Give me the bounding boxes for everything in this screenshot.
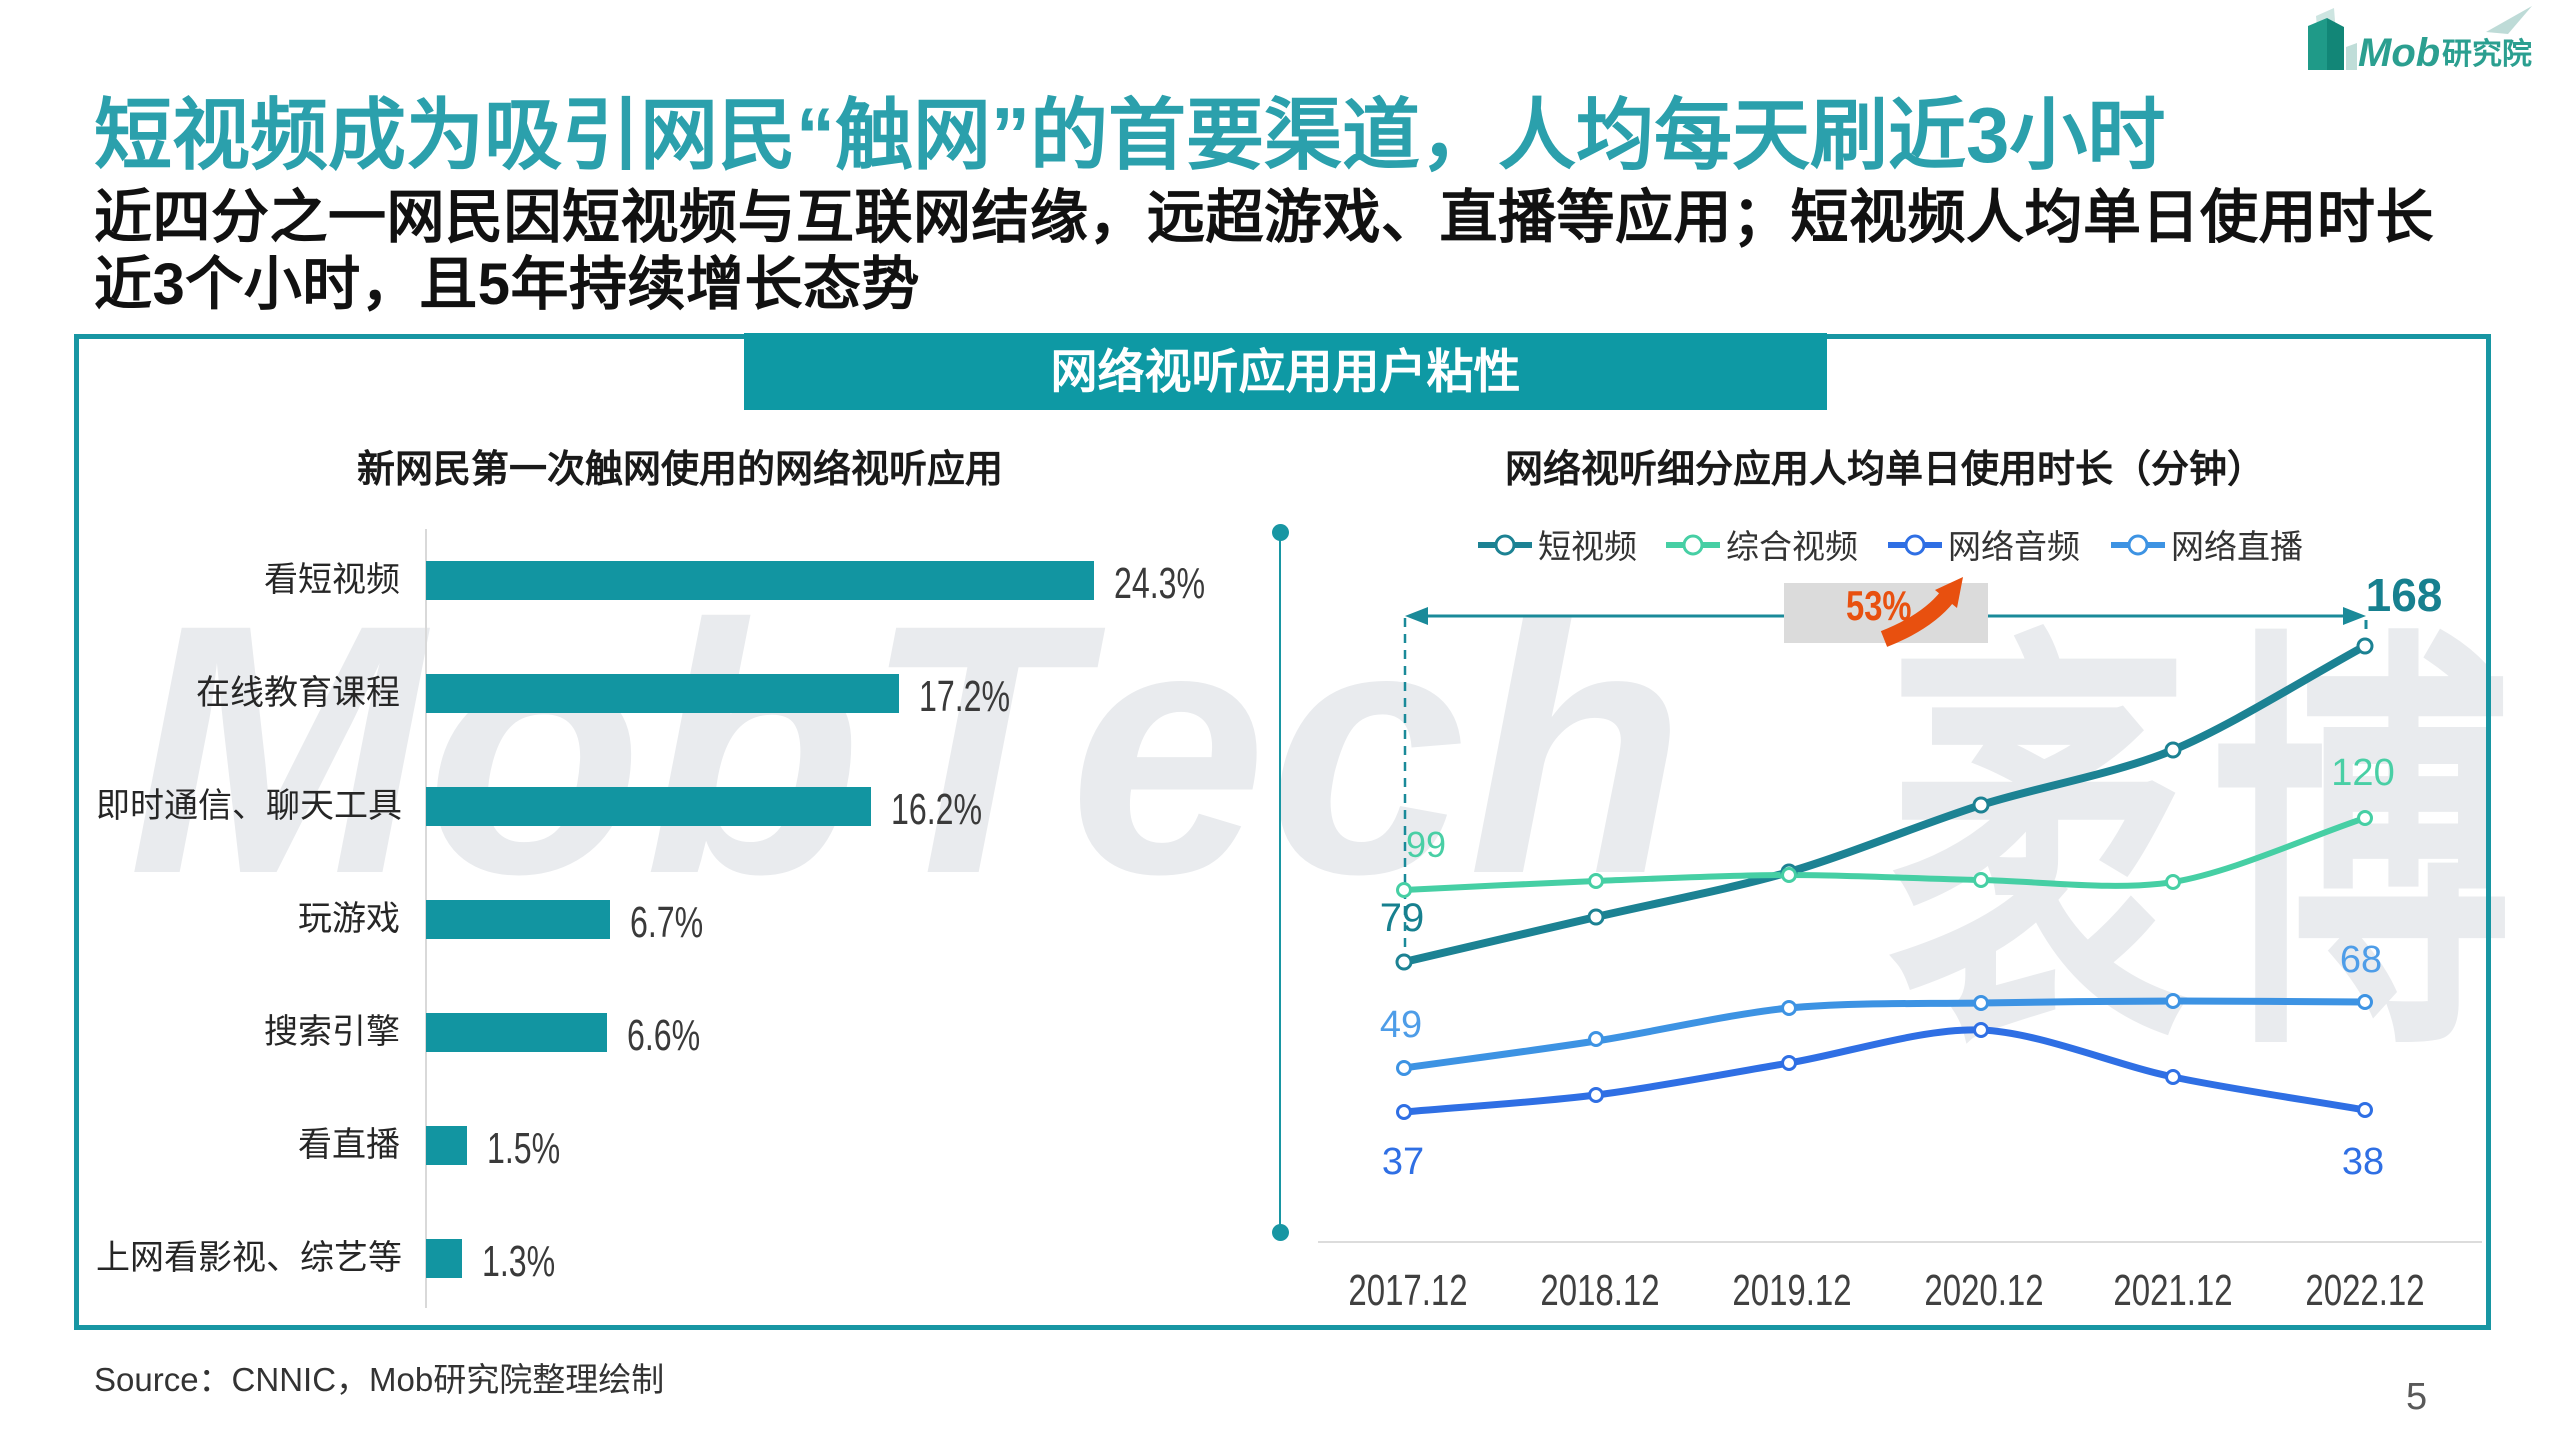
- svg-text:37: 37: [1382, 1141, 1424, 1183]
- svg-text:79: 79: [1380, 896, 1425, 940]
- svg-text:研究院: 研究院: [2442, 37, 2532, 71]
- svg-text:168: 168: [2366, 569, 2443, 621]
- svg-text:120: 120: [2331, 752, 2394, 794]
- svg-text:2020.12: 2020.12: [1924, 1267, 2043, 1316]
- svg-text:短视频: 短视频: [1538, 528, 1637, 565]
- svg-text:2021.12: 2021.12: [2113, 1267, 2232, 1316]
- svg-text:49: 49: [1380, 1004, 1422, 1046]
- svg-text:综合视频: 综合视频: [1726, 528, 1858, 565]
- svg-text:网络音频: 网络音频: [1948, 528, 2080, 565]
- svg-text:2022.12: 2022.12: [2305, 1267, 2424, 1316]
- svg-text:2018.12: 2018.12: [1540, 1267, 1659, 1316]
- svg-text:网络直播: 网络直播: [2171, 528, 2303, 565]
- svg-text:2019.12: 2019.12: [1732, 1267, 1851, 1316]
- svg-text:Mob: Mob: [2358, 31, 2440, 75]
- svg-text:38: 38: [2342, 1141, 2384, 1183]
- svg-text:53%: 53%: [1846, 582, 1912, 629]
- svg-text:99: 99: [1406, 824, 1446, 865]
- svg-text:68: 68: [2340, 939, 2382, 981]
- svg-text:2017.12: 2017.12: [1348, 1267, 1467, 1316]
